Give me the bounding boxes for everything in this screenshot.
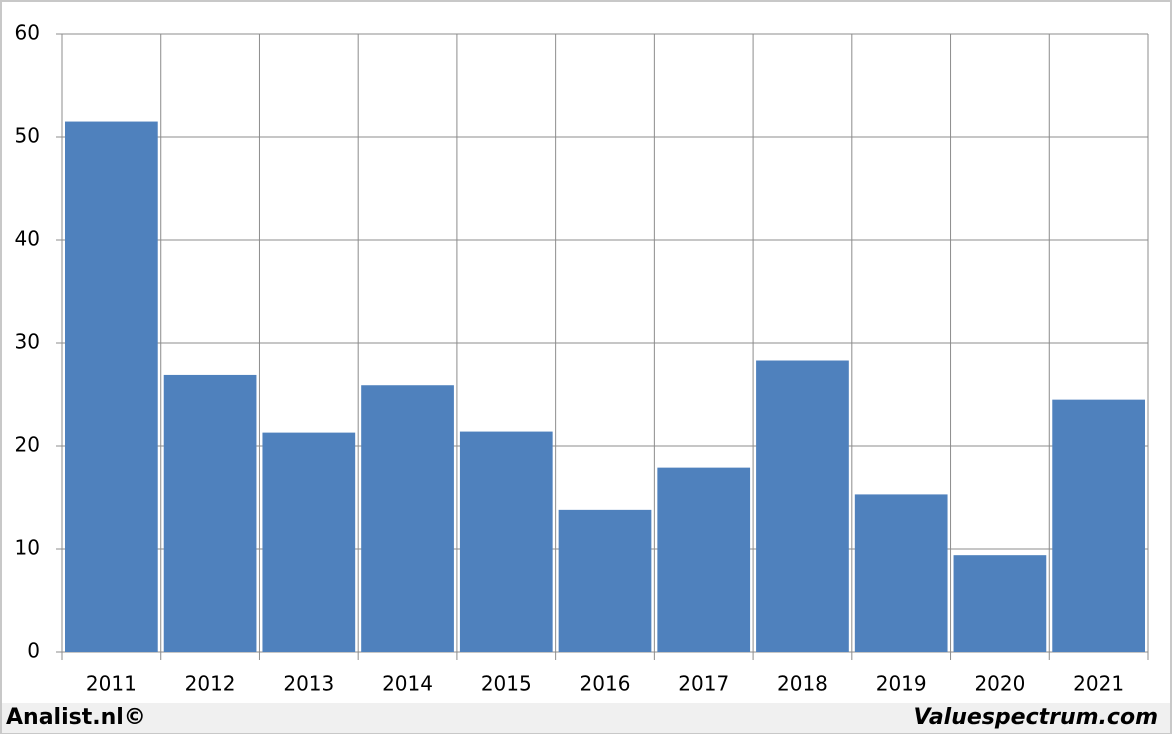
bar (459, 431, 553, 652)
y-tick-label: 60 (15, 21, 40, 45)
x-tick-label: 2018 (777, 672, 828, 696)
x-tick-label: 2020 (974, 672, 1025, 696)
bar (953, 555, 1047, 652)
y-tick-label: 0 (27, 639, 40, 663)
y-tick-label: 40 (15, 227, 40, 251)
footer-right: Valuespectrum.com (914, 705, 1158, 730)
footer-left: Analist.nl© (6, 705, 146, 730)
bar (163, 374, 257, 652)
bar (65, 121, 158, 653)
bar (262, 432, 356, 652)
x-tick-label: 2017 (678, 672, 729, 696)
y-tick-label: 10 (15, 536, 40, 560)
x-tick-label: 2012 (185, 672, 236, 696)
bar (756, 360, 849, 652)
x-tick-label: 2021 (1073, 672, 1124, 696)
bar (657, 467, 751, 652)
bar (558, 509, 652, 652)
x-tick-label: 2019 (876, 672, 927, 696)
y-tick-label: 30 (15, 330, 40, 354)
footer-band (2, 703, 1170, 733)
bar (1052, 399, 1145, 652)
bar (854, 494, 948, 652)
x-tick-label: 2014 (382, 672, 433, 696)
x-tick-label: 2011 (86, 672, 137, 696)
x-tick-label: 2013 (283, 672, 334, 696)
y-tick-label: 50 (15, 124, 40, 148)
x-tick-label: 2015 (481, 672, 532, 696)
x-tick-label: 2016 (580, 672, 631, 696)
y-tick-label: 20 (15, 433, 40, 457)
bar (361, 385, 454, 652)
